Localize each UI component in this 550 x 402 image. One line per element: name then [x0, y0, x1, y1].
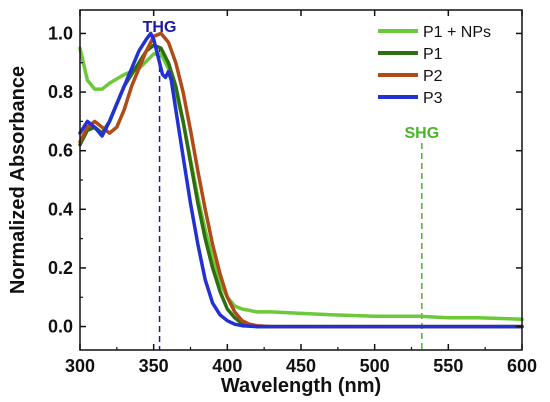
- y-tick-label: 0.4: [48, 199, 73, 219]
- x-tick-label: 500: [360, 356, 390, 376]
- x-tick-label: 400: [212, 356, 242, 376]
- x-tick-label: 600: [507, 356, 537, 376]
- legend-label-2: P1: [423, 46, 443, 63]
- x-tick-label: 350: [139, 356, 169, 376]
- legend-label-1: P1 + NPs: [423, 24, 491, 41]
- x-tick-label: 450: [286, 356, 316, 376]
- axes-layer: 300 350 400 450 500 550 600 0.0 0.2 0.4 0.6 0.8 1.0: [48, 9, 537, 376]
- x-tick-label: 550: [433, 356, 463, 376]
- series-layer: [78, 31, 524, 329]
- series-line-2: [78, 43, 524, 329]
- legend-label-3: P2: [423, 68, 443, 85]
- y-tick-label: 0.0: [48, 317, 73, 337]
- series-line-1: [78, 46, 524, 321]
- series-line-4: [78, 31, 524, 329]
- y-axis-title: Normalized Absorbance: [7, 66, 29, 294]
- legend-label-4: P3: [423, 90, 443, 107]
- y-tick-label: 0.8: [48, 82, 73, 102]
- y-tick-label: 1.0: [48, 23, 73, 43]
- x-axis-title: Wavelength (nm): [221, 375, 381, 397]
- series-line-3: [78, 31, 524, 329]
- y-tick-label: 0.6: [48, 141, 73, 161]
- y-tick-label: 0.2: [48, 258, 73, 278]
- x-tick-label: 300: [65, 356, 95, 376]
- annotation-label-shg: SHG: [404, 125, 439, 142]
- legend: P1 + NPs P1 P2 P3: [378, 24, 491, 107]
